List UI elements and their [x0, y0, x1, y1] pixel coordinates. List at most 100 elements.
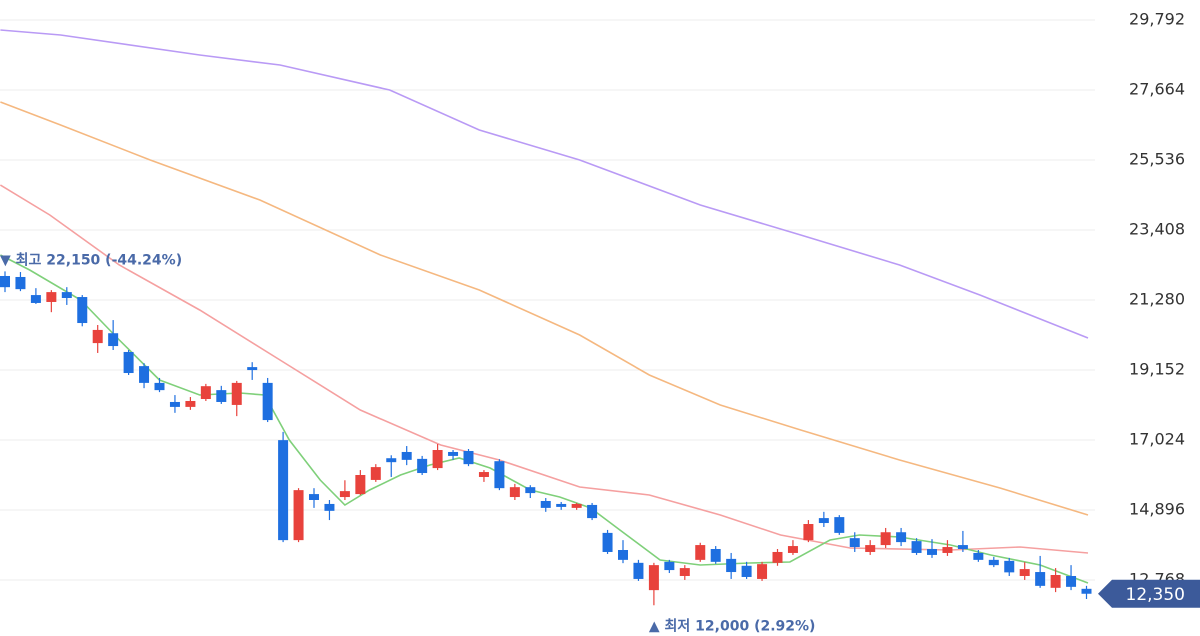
candle-body	[278, 440, 289, 541]
candle-body	[525, 487, 536, 494]
candle-body	[77, 297, 88, 324]
candle	[865, 540, 876, 555]
candle	[417, 455, 428, 475]
candle-body	[231, 382, 242, 405]
candle-body	[108, 333, 119, 347]
candle	[293, 488, 304, 543]
candle-body	[710, 549, 721, 562]
candle-body	[648, 565, 659, 591]
candle	[247, 362, 258, 380]
candle-body	[726, 558, 737, 573]
candle	[324, 500, 335, 521]
moving-average-line	[0, 254, 1089, 584]
candle	[772, 549, 783, 566]
candle	[61, 287, 72, 305]
candle	[757, 561, 768, 581]
candle	[726, 552, 737, 579]
candle	[710, 546, 721, 564]
candle-body	[92, 329, 103, 344]
candle-body	[1050, 575, 1061, 588]
candle	[386, 455, 397, 477]
candle	[880, 527, 891, 549]
candle-body	[988, 559, 999, 566]
candle-body	[509, 487, 520, 498]
candle-body	[309, 494, 319, 500]
candle-body	[1035, 572, 1046, 586]
candle	[818, 511, 829, 527]
candle-body	[247, 367, 258, 371]
candle	[556, 501, 567, 510]
candle-body	[478, 472, 489, 477]
candle	[123, 350, 134, 375]
candle-body	[695, 545, 706, 560]
candle	[664, 559, 675, 574]
candle	[633, 559, 644, 581]
candle-body	[973, 552, 984, 560]
y-tick-label: 21,280	[1129, 290, 1185, 309]
candle-body	[957, 545, 968, 550]
candle-body	[370, 467, 381, 480]
candle-body	[355, 475, 366, 495]
candle-body	[61, 292, 72, 299]
candle-body	[772, 551, 783, 563]
candle-body	[741, 565, 752, 577]
candle-body	[46, 292, 57, 302]
candle	[108, 320, 119, 350]
candle	[278, 431, 289, 543]
candle	[15, 272, 26, 292]
candle-body	[494, 461, 505, 489]
candle-body	[618, 550, 628, 560]
moving-average-line	[0, 29, 1089, 339]
candle-body	[448, 451, 459, 456]
candle-body	[324, 503, 335, 511]
candle	[169, 395, 180, 413]
candle-body	[1019, 569, 1030, 576]
annotation: ▼ 최고 22,150 (-44.24%)	[0, 252, 182, 268]
candle	[154, 377, 165, 393]
candle	[648, 562, 659, 606]
candle	[1050, 568, 1061, 593]
y-tick-label: 23,408	[1129, 220, 1185, 239]
candle-body	[865, 545, 876, 552]
candle	[1004, 557, 1015, 576]
candle-body	[803, 524, 814, 541]
candle	[509, 483, 520, 500]
candle	[463, 449, 474, 467]
candle	[679, 565, 690, 580]
candle	[339, 480, 350, 500]
candle-body	[834, 517, 845, 533]
candle	[911, 538, 922, 555]
candle	[803, 520, 814, 543]
candle	[401, 446, 412, 466]
candle-body	[169, 401, 180, 407]
candle-body	[339, 491, 350, 498]
candle	[695, 542, 706, 562]
candle-body	[757, 564, 768, 579]
candle	[1035, 555, 1046, 588]
candle-body	[896, 532, 907, 543]
candle-body	[200, 386, 211, 400]
candle-body	[942, 547, 953, 553]
candle	[618, 540, 628, 564]
y-tick-label: 27,664	[1129, 80, 1185, 99]
candle-body	[927, 549, 937, 555]
candle-body	[216, 390, 227, 402]
price-badge	[1098, 579, 1200, 608]
candle	[355, 470, 366, 496]
candle-body	[123, 351, 134, 374]
candle	[525, 485, 536, 499]
candle	[432, 444, 443, 471]
candle	[787, 540, 798, 555]
candle	[494, 459, 505, 491]
candle	[262, 377, 273, 423]
candle-body	[679, 568, 690, 576]
y-tick-label: 19,152	[1129, 360, 1185, 379]
annotation: ▲ 최저 12,000 (2.92%)	[649, 618, 816, 634]
candle	[200, 383, 211, 401]
candle	[571, 502, 582, 510]
candle	[602, 529, 613, 554]
moving-average-line	[0, 101, 1089, 516]
candle-body	[787, 546, 798, 553]
price-badge-label: 12,350	[1126, 585, 1185, 605]
candle	[231, 380, 242, 417]
